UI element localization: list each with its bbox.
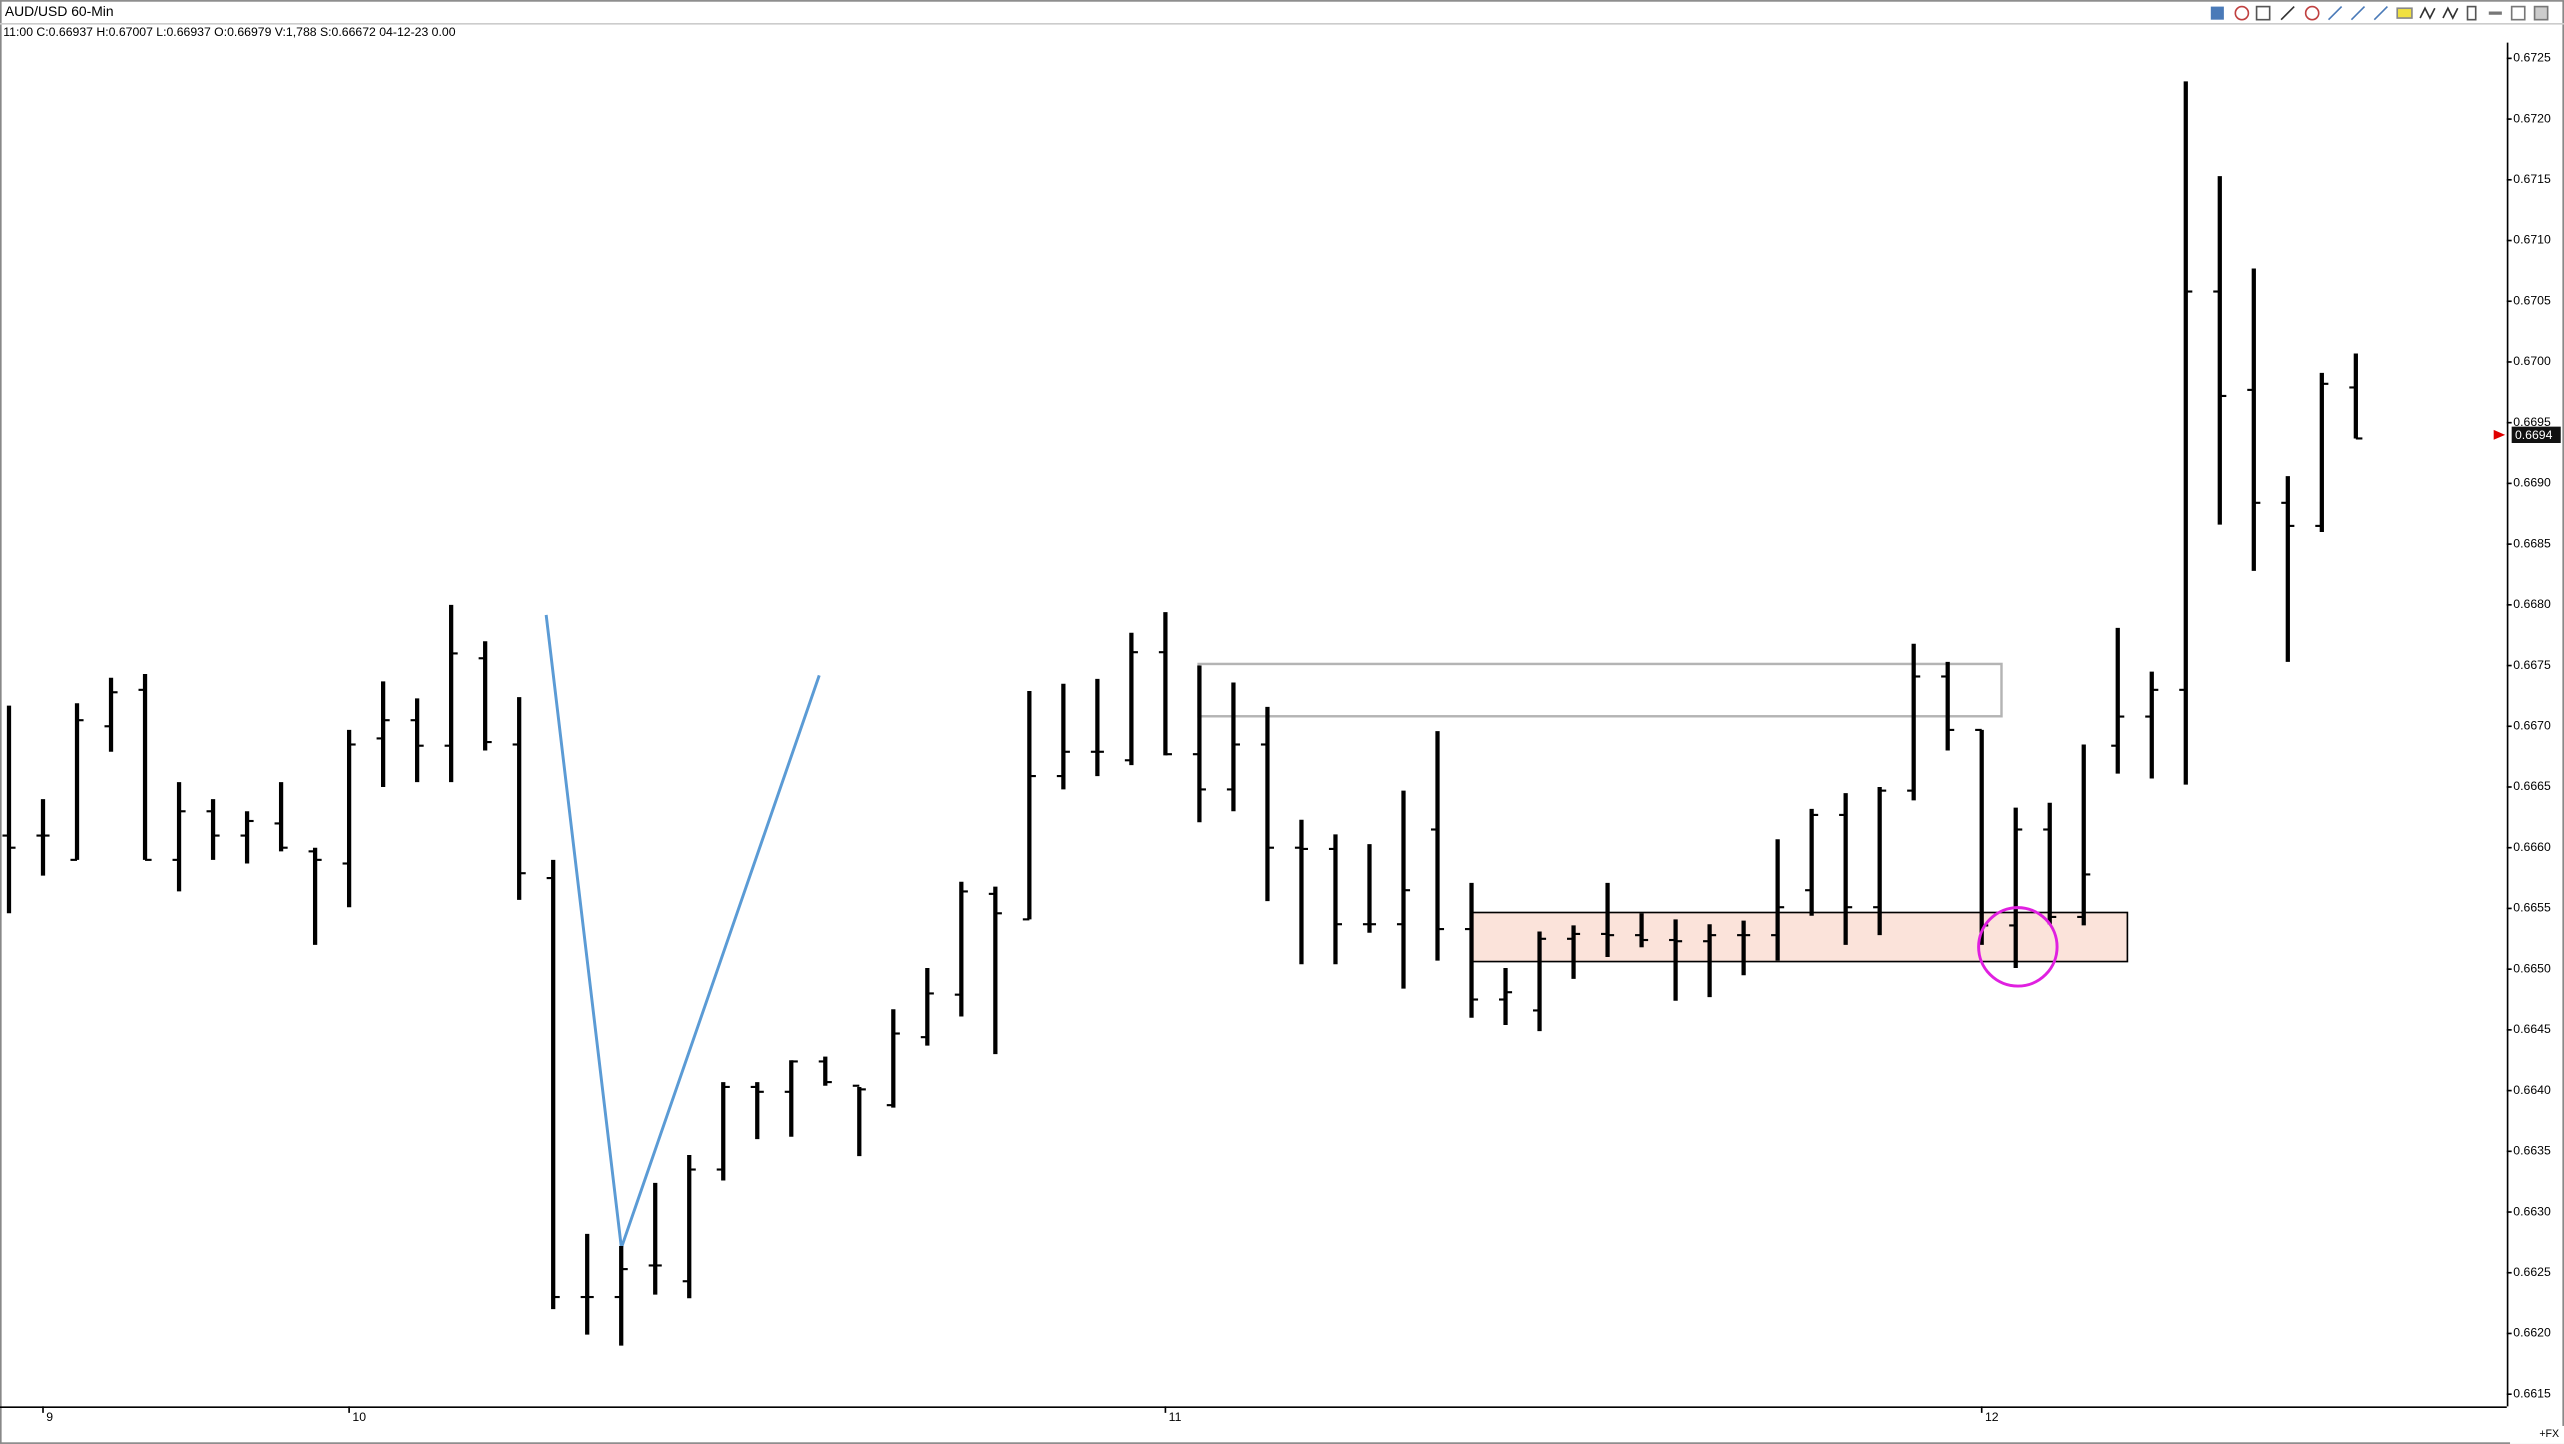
tool-icon[interactable] (2280, 6, 2295, 21)
y-tick-label: 0.6700 (2513, 354, 2551, 368)
y-tick-label: 0.6635 (2513, 1144, 2551, 1158)
y-tick-label: 0.6655 (2513, 901, 2551, 915)
x-tick-label: 12 (1985, 1410, 1999, 1424)
y-tick-label: 0.6695 (2513, 415, 2551, 429)
y-tick-label: 0.6725 (2513, 51, 2551, 65)
y-tick-label: 0.6620 (2513, 1326, 2551, 1340)
chart-subtitle: 11:00 C:0.66937 H:0.67007 L:0.66937 O:0.… (3, 25, 455, 39)
y-tick-label: 0.6660 (2513, 840, 2551, 854)
y-tick-label: 0.6715 (2513, 172, 2551, 186)
y-tick-label: 0.6645 (2513, 1022, 2551, 1036)
window-button[interactable] (2488, 11, 2502, 15)
window-button[interactable] (2510, 5, 2526, 21)
y-tick-label: 0.6630 (2513, 1204, 2551, 1218)
y-tick-label: 0.6680 (2513, 597, 2551, 611)
tool-icon[interactable] (2466, 5, 2477, 21)
y-tick-label: 0.6625 (2513, 1265, 2551, 1279)
y-tick-label: 0.6665 (2513, 779, 2551, 793)
y-tick-label: 0.6615 (2513, 1386, 2551, 1400)
y-tick-label: 0.6670 (2513, 719, 2551, 733)
last-price-arrow (2493, 429, 2506, 440)
footer-label: +FX (2539, 1428, 2559, 1440)
y-tick-label: 0.6685 (2513, 536, 2551, 550)
tool-icon[interactable] (2304, 5, 2320, 21)
tool-icon[interactable] (2234, 5, 2250, 21)
tool-icon[interactable] (2255, 5, 2271, 21)
y-tick-label: 0.6650 (2513, 961, 2551, 975)
tool-icon[interactable] (2396, 7, 2413, 19)
last-price-label: 0.6694 (2515, 428, 2553, 442)
x-tick-label: 10 (352, 1410, 366, 1424)
y-tick-label: 0.6640 (2513, 1083, 2551, 1097)
y-tick-label: 0.6710 (2513, 233, 2551, 247)
tool-icon[interactable] (2373, 6, 2388, 21)
y-tick-label: 0.6690 (2513, 476, 2551, 490)
x-tick-label: 11 (1169, 1410, 1182, 1424)
highlight-circle (1977, 906, 2059, 988)
chart-title: AUD/USD 60-Min (5, 3, 114, 19)
tool-icon[interactable] (2350, 6, 2366, 21)
x-tick-label: 9 (46, 1410, 53, 1424)
y-tick-label: 0.6705 (2513, 293, 2551, 307)
y-tick-label: 0.6675 (2513, 658, 2551, 672)
corner-box (2510, 1425, 2564, 1444)
window-button[interactable] (2533, 5, 2549, 21)
tool-icon[interactable] (2442, 6, 2459, 20)
tool-icon[interactable] (2327, 6, 2343, 21)
y-tick-label: 0.6720 (2513, 111, 2551, 125)
toolbar (2210, 5, 2549, 21)
price-bars (2, 81, 2363, 1346)
support-zone (1470, 911, 2129, 963)
tool-icon[interactable] (2419, 6, 2436, 20)
last-price-box (2511, 426, 2561, 443)
tool-icon[interactable] (2210, 6, 2224, 20)
